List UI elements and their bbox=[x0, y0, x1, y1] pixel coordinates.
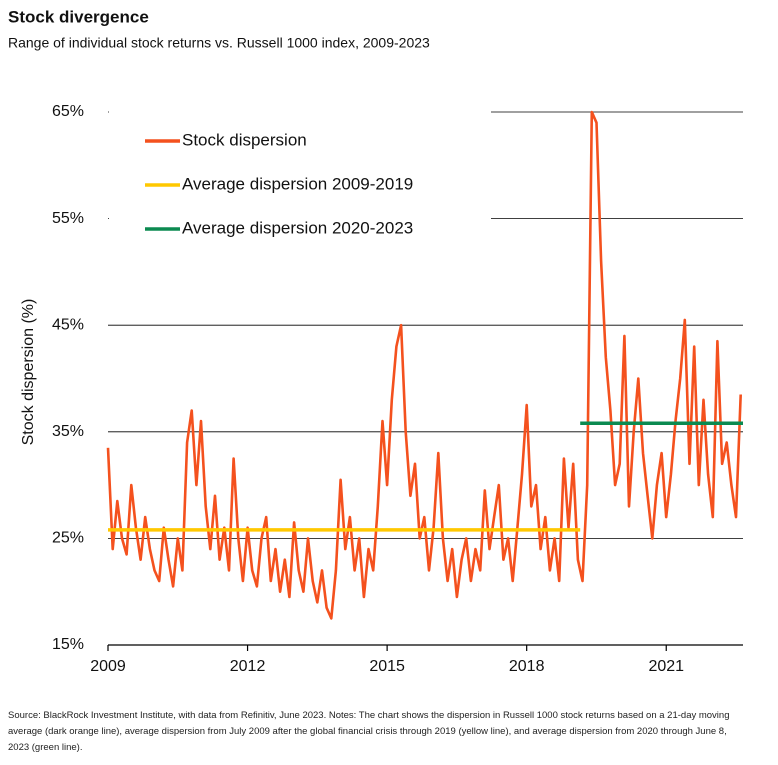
series-line bbox=[106, 110, 742, 620]
chart-title: Stock divergence bbox=[8, 7, 149, 26]
legend-label: Average dispersion 2009-2019 bbox=[182, 174, 413, 193]
x-tick-label: 2021 bbox=[648, 658, 684, 675]
legend-background bbox=[109, 107, 491, 242]
x-tick-label: 2009 bbox=[90, 658, 126, 675]
y-tick-label: 25% bbox=[52, 530, 84, 547]
chart-subtitle: Range of individual stock returns vs. Ru… bbox=[8, 35, 430, 51]
x-tick-label: 2015 bbox=[369, 658, 405, 675]
y-tick-label: 65% bbox=[52, 103, 84, 120]
x-tick-label: 2012 bbox=[230, 658, 266, 675]
source-note: Source: BlackRock Investment Institute, … bbox=[8, 710, 730, 753]
y-axis-label: Stock dispersion (%) bbox=[20, 299, 37, 446]
x-tick-label: 2018 bbox=[509, 658, 545, 675]
y-tick-label: 55% bbox=[52, 210, 84, 227]
y-tick-label: 15% bbox=[52, 636, 84, 653]
y-tick-label: 35% bbox=[52, 423, 84, 440]
chart: Stock divergence Range of individual sto… bbox=[8, 7, 743, 675]
legend-label: Average dispersion 2020-2023 bbox=[182, 218, 413, 237]
y-tick-label: 45% bbox=[52, 316, 84, 333]
legend-label: Stock dispersion bbox=[182, 130, 307, 149]
